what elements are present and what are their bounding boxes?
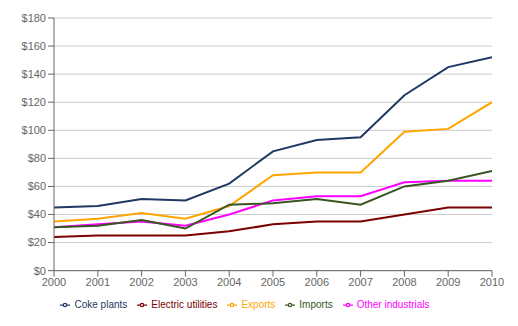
svg-text:2000: 2000 [42,276,66,288]
svg-text:$180: $180 [22,12,46,24]
svg-text:$0: $0 [34,265,46,277]
svg-text:2008: 2008 [392,276,416,288]
svg-text:2002: 2002 [129,276,153,288]
svg-text:2001: 2001 [86,276,110,288]
html-text:Coke plants: Coke plants [74,298,128,310]
svg-text:2003: 2003 [173,276,197,288]
svg-text:$80: $80 [28,152,46,164]
svg-text:$100: $100 [22,124,46,136]
svg-text:2007: 2007 [348,276,372,288]
svg-text:$160: $160 [22,40,46,52]
svg-text:2004: 2004 [217,276,241,288]
html-text:Other industrials: Other industrials [356,298,430,310]
html-text:Exports: Exports [241,298,276,310]
svg-text:$60: $60 [28,180,46,192]
svg-text:$40: $40 [28,208,46,220]
svg-text:2009: 2009 [436,276,460,288]
html-text:Imports: Imports [299,298,333,310]
svg-text:2010: 2010 [480,276,504,288]
svg-text:$120: $120 [22,96,46,108]
svg-text:$20: $20 [28,236,46,248]
svg-text:$140: $140 [22,68,46,80]
html-text:Electric utilities: Electric utilities [151,298,218,310]
svg-text:2006: 2006 [305,276,329,288]
svg-text:2005: 2005 [261,276,285,288]
